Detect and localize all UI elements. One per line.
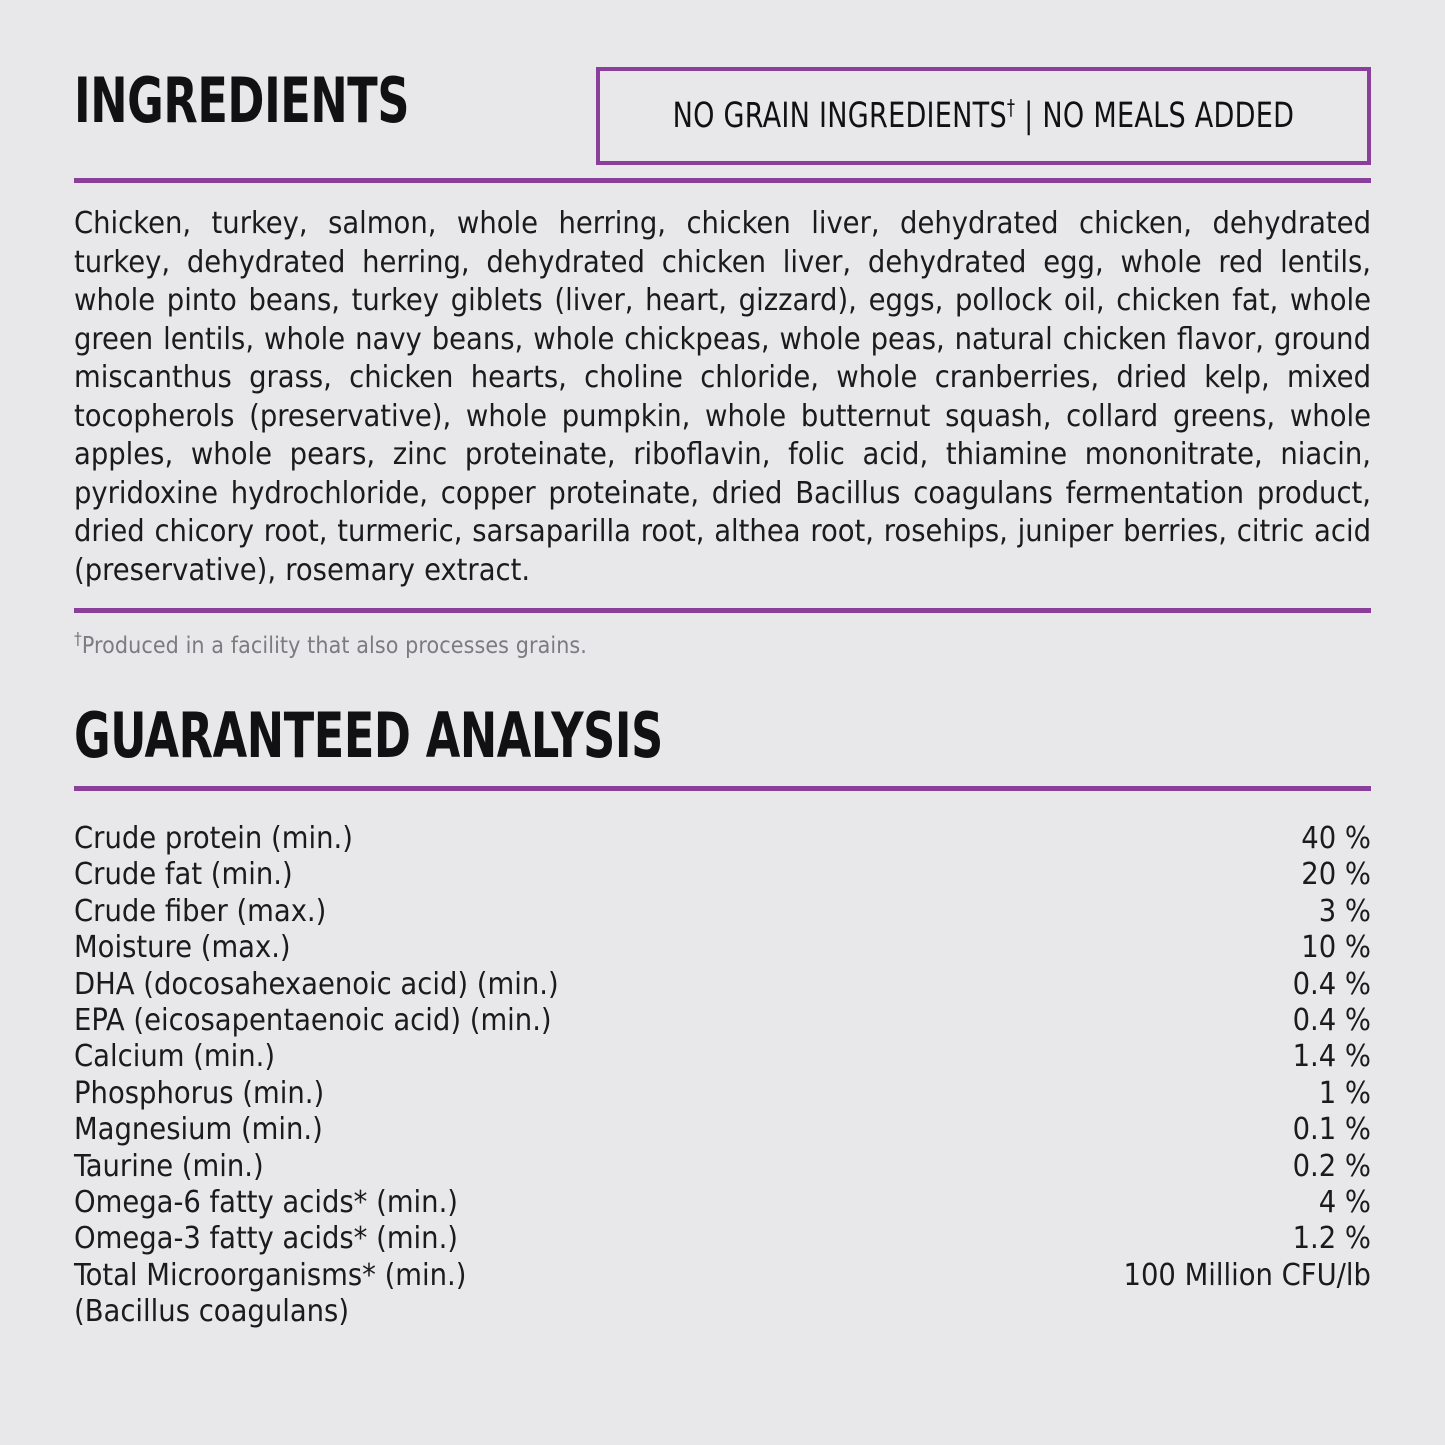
ingredients-text: Chicken, turkey, salmon, whole herring, … bbox=[74, 206, 1371, 588]
table-row: Crude protein (min.) 40 % bbox=[74, 821, 1371, 857]
analysis-row-label: Calcium (min.) bbox=[74, 1039, 276, 1075]
footnote-label: Produced in a facility that also process… bbox=[81, 633, 587, 659]
analysis-row-label: (Bacillus coagulans) bbox=[74, 1294, 350, 1330]
analysis-row-label: Crude fiber (max.) bbox=[74, 893, 327, 929]
analysis-row-value: 1.2 % bbox=[1292, 1221, 1371, 1257]
analysis-row-value: 1.4 % bbox=[1292, 1039, 1371, 1075]
analysis-divider bbox=[74, 786, 1371, 792]
analysis-row-label: Omega-3 fatty acids* (min.) bbox=[74, 1221, 458, 1257]
table-row: Magnesium (min.) 0.1 % bbox=[74, 1112, 1371, 1148]
analysis-row-value: 0.4 % bbox=[1292, 1002, 1371, 1038]
analysis-row-label: Crude fat (min.) bbox=[74, 857, 293, 893]
analysis-row-label: Magnesium (min.) bbox=[74, 1112, 323, 1148]
analysis-row-value: 0.4 % bbox=[1292, 966, 1371, 1002]
analysis-row-label: DHA (docosahexaenoic acid) (min.) bbox=[74, 966, 559, 1002]
analysis-row-value: 100 Million CFU/lb bbox=[1123, 1257, 1372, 1293]
table-row: Omega-6 fatty acids* (min.) 4 % bbox=[74, 1185, 1371, 1221]
no-grain-badge: NO GRAIN INGREDIENTS† | NO MEALS ADDED bbox=[596, 67, 1371, 165]
analysis-row-value: 1 % bbox=[1318, 1075, 1371, 1111]
analysis-row-value: 20 % bbox=[1301, 857, 1371, 893]
table-row: EPA (eicosapentaenoic acid) (min.) 0.4 % bbox=[74, 1003, 1371, 1039]
analysis-row-label: Moisture (max.) bbox=[74, 930, 291, 966]
guaranteed-analysis-table: Crude protein (min.) 40 % Crude fat (min.)… bbox=[74, 821, 1371, 1330]
analysis-table-body: Crude protein (min.) 40 % Crude fat (min.)… bbox=[74, 821, 1371, 1330]
analysis-row-label: Phosphorus (min.) bbox=[74, 1075, 325, 1111]
table-row: Moisture (max.) 10 % bbox=[74, 930, 1371, 966]
ingredients-footnote: †Produced in a facility that also proces… bbox=[74, 631, 1371, 659]
table-row: DHA (docosahexaenoic acid) (min.) 0.4 % bbox=[74, 967, 1371, 1003]
analysis-row-label: Crude protein (min.) bbox=[74, 821, 353, 857]
analysis-row-value bbox=[933, 1294, 1371, 1330]
page-title: INGREDIENTS bbox=[74, 64, 410, 137]
ingredients-header-row: INGREDIENTS NO GRAIN INGREDIENTS† | NO M… bbox=[74, 0, 1371, 168]
analysis-row-label: Taurine (min.) bbox=[74, 1148, 264, 1184]
analysis-row-value: 4 % bbox=[1318, 1184, 1371, 1220]
analysis-row-label: Total Microorganisms* (min.) bbox=[74, 1257, 467, 1293]
table-row: Crude fat (min.) 20 % bbox=[74, 857, 1371, 893]
footnote-dagger-icon: † bbox=[74, 629, 82, 650]
no-grain-badge-label: NO GRAIN INGREDIENTS† | NO MEALS ADDED bbox=[673, 96, 1295, 136]
analysis-row-value: 0.1 % bbox=[1292, 1112, 1371, 1148]
analysis-row-value: 0.2 % bbox=[1292, 1148, 1371, 1184]
dagger-marker-icon: † bbox=[1007, 95, 1016, 120]
table-row: Total Microorganisms* (min.) 100 Million … bbox=[74, 1258, 1371, 1294]
badge-text-pre: NO GRAIN INGREDIENTS bbox=[672, 96, 1008, 136]
footnote-divider bbox=[74, 608, 1371, 613]
analysis-row-value: 40 % bbox=[1301, 821, 1371, 857]
analysis-row-value: 10 % bbox=[1301, 930, 1371, 966]
analysis-header-row: GUARANTEED ANALYSIS bbox=[74, 659, 1371, 772]
table-row: Phosphorus (min.) 1 % bbox=[74, 1076, 1371, 1112]
table-row: Crude fiber (max.) 3 % bbox=[74, 894, 1371, 930]
analysis-row-label: Omega-6 fatty acids* (min.) bbox=[74, 1184, 458, 1220]
table-row: Omega-3 fatty acids* (min.) 1.2 % bbox=[74, 1221, 1371, 1257]
table-row: (Bacillus coagulans) bbox=[74, 1294, 1371, 1330]
table-row: Taurine (min.) 0.2 % bbox=[74, 1149, 1371, 1185]
ingredients-divider bbox=[74, 178, 1371, 183]
badge-text-post: | NO MEALS ADDED bbox=[1015, 96, 1295, 136]
analysis-row-value: 3 % bbox=[1318, 893, 1371, 929]
table-row: Calcium (min.) 1.4 % bbox=[74, 1039, 1371, 1075]
analysis-title: GUARANTEED ANALYSIS bbox=[74, 699, 663, 772]
analysis-row-label: EPA (eicosapentaenoic acid) (min.) bbox=[74, 1002, 552, 1038]
